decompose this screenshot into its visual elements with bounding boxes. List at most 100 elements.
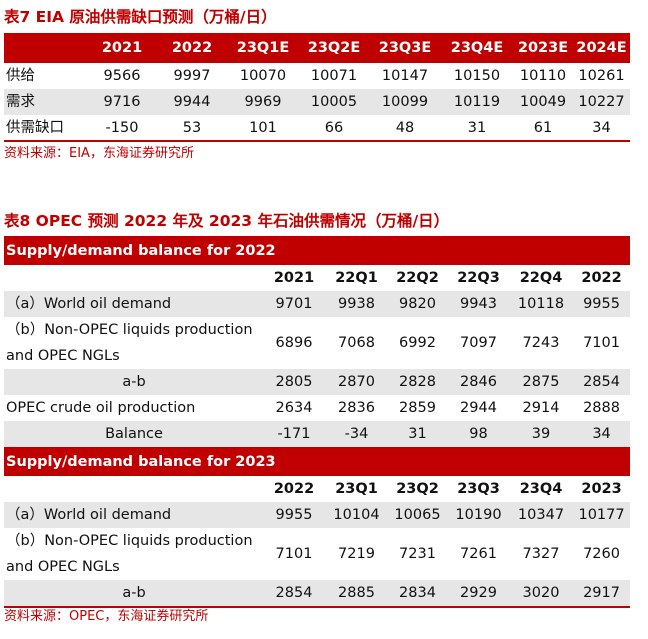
table-cell: 10110 xyxy=(519,68,567,84)
table-cell: 2859 xyxy=(399,400,436,416)
table-cell: 31 xyxy=(441,115,513,142)
row-label: （a）World oil demand xyxy=(4,502,262,528)
table-cell: 10049 xyxy=(513,89,573,115)
table8-header-cell: 2021 xyxy=(273,270,315,286)
table-cell: 7219 xyxy=(338,546,375,562)
row-label: （a）World oil demand xyxy=(4,291,262,317)
table-cell: 2929 xyxy=(448,580,509,608)
eia-supply-demand-table: 2021 2022 23Q1E 23Q2E 23Q3E 23Q4E 2023E … xyxy=(4,33,630,142)
table-cell: 10177 xyxy=(573,502,631,528)
table7-header-cell: 2024E xyxy=(573,33,630,63)
table-cell: 10150 xyxy=(453,68,501,84)
table8-header-cell: 2023 xyxy=(581,481,622,497)
table-cell: 3020 xyxy=(509,580,573,608)
table-row: 供给 9566 9997 10070 10071 10147 10150 101… xyxy=(4,63,630,89)
table-cell: 2634 xyxy=(275,400,313,416)
table-cell: 9955 xyxy=(573,291,631,317)
table-cell: 9716 xyxy=(87,89,157,115)
table8-header-cell: 22Q4 xyxy=(519,270,563,286)
section-band-2023: Supply/demand balance for 2023 xyxy=(4,447,631,476)
table8-header-cell: 23Q2 xyxy=(396,481,439,497)
table-row: （a）World oil demand 9701 9938 9820 9943 … xyxy=(4,291,631,317)
table-cell: 6992 xyxy=(399,335,436,351)
row-label: a-b xyxy=(4,369,262,395)
table-cell: 34 xyxy=(573,421,631,447)
table-cell: 98 xyxy=(448,421,509,447)
table-row: （b）Non-OPEC liquids production and OPEC … xyxy=(4,317,630,369)
table7-header-cell: 23Q3E xyxy=(369,33,441,63)
table8-header-cell: 22Q3 xyxy=(457,270,500,286)
table-cell: -150 xyxy=(87,115,157,142)
table-cell: 2854 xyxy=(573,369,631,395)
table-cell: 7068 xyxy=(338,335,375,351)
table8-header-cell: 22Q2 xyxy=(396,270,439,286)
table-cell: 9997 xyxy=(173,68,211,84)
table-cell: 10147 xyxy=(381,68,429,84)
table-cell: 2846 xyxy=(448,369,509,395)
table7-header-cell: 23Q2E xyxy=(299,33,369,63)
table-cell: 9701 xyxy=(262,291,326,317)
table-cell: 9566 xyxy=(103,68,141,84)
table7-header-cell: 2023E xyxy=(513,33,573,63)
table-cell: 10261 xyxy=(578,68,625,84)
table-cell: 2875 xyxy=(509,369,573,395)
table-cell: 9943 xyxy=(448,291,509,317)
table-cell: 7243 xyxy=(522,335,560,351)
table-cell: 10065 xyxy=(387,502,448,528)
table7-title: 表7 EIA 原油供需缺口预测（万桶/日） xyxy=(4,8,277,26)
table-row: （b）Non-OPEC liquids production and OPEC … xyxy=(4,528,630,580)
table-cell: 10070 xyxy=(239,68,287,84)
table-cell: 66 xyxy=(299,115,369,142)
table-cell: 2805 xyxy=(262,369,326,395)
section-band-label: Supply/demand balance for 2022 xyxy=(4,236,631,265)
row-label: OPEC crude oil production xyxy=(6,400,196,416)
table8-source-note: 资料来源：OPEC，东海证券研究所 xyxy=(4,609,209,624)
table-cell: 2854 xyxy=(262,580,326,608)
table-cell: 7260 xyxy=(583,546,620,562)
table-row: 需求 9716 9944 9969 10005 10099 10119 1004… xyxy=(4,89,630,115)
table-cell: 9944 xyxy=(157,89,227,115)
table-cell: 31 xyxy=(387,421,448,447)
table-cell: 61 xyxy=(513,115,573,142)
row-label: 需求 xyxy=(4,89,87,115)
table-cell: 10190 xyxy=(448,502,509,528)
row-label: 供需缺口 xyxy=(4,115,87,142)
table-cell: -34 xyxy=(326,421,387,447)
table8-header-cell: 2022 xyxy=(581,270,622,286)
table-cell: 9969 xyxy=(227,89,299,115)
table7-header-corner xyxy=(4,33,87,63)
table-cell: 9955 xyxy=(262,502,326,528)
row-label: （b）Non-OPEC liquids production and OPEC … xyxy=(6,533,253,575)
table-cell: 2834 xyxy=(387,580,448,608)
table-row: OPEC crude oil production 2634 2836 2859… xyxy=(4,395,630,421)
table-cell: 10227 xyxy=(573,89,630,115)
table-row: （a）World oil demand 9955 10104 10065 101… xyxy=(4,502,631,528)
row-label: （b）Non-OPEC liquids production and OPEC … xyxy=(6,322,253,364)
table-cell: 53 xyxy=(157,115,227,142)
table-cell: 2914 xyxy=(522,400,560,416)
table-cell: 2870 xyxy=(326,369,387,395)
table8-header-row: 2022 23Q1 23Q2 23Q3 23Q4 2023 xyxy=(4,476,630,502)
table8-header-corner xyxy=(4,265,262,291)
table-cell: 7101 xyxy=(583,335,620,351)
table-cell: 10347 xyxy=(509,502,573,528)
table8-header-cell: 23Q1 xyxy=(335,481,378,497)
table-cell: 39 xyxy=(509,421,573,447)
table-cell: 2917 xyxy=(573,580,631,608)
table-cell: 7231 xyxy=(399,546,436,562)
table-cell: 2888 xyxy=(583,400,620,416)
table-cell: 2885 xyxy=(326,580,387,608)
table-cell: 9938 xyxy=(326,291,387,317)
table-row: 供需缺口 -150 53 101 66 48 31 61 34 xyxy=(4,115,630,142)
row-label: Balance xyxy=(4,421,262,447)
table-cell: 7101 xyxy=(275,546,313,562)
table-row: a-b 2854 2885 2834 2929 3020 2917 xyxy=(4,580,631,608)
table7-header-cell: 2022 xyxy=(157,33,227,63)
table8-header-cell: 22Q1 xyxy=(335,270,378,286)
table-cell: 9820 xyxy=(387,291,448,317)
table-row: a-b 2805 2870 2828 2846 2875 2854 xyxy=(4,369,631,395)
table-cell: 2828 xyxy=(387,369,448,395)
table-cell: 7327 xyxy=(522,546,560,562)
table-cell: 10071 xyxy=(310,68,358,84)
table7-header-cell: 2021 xyxy=(87,33,157,63)
